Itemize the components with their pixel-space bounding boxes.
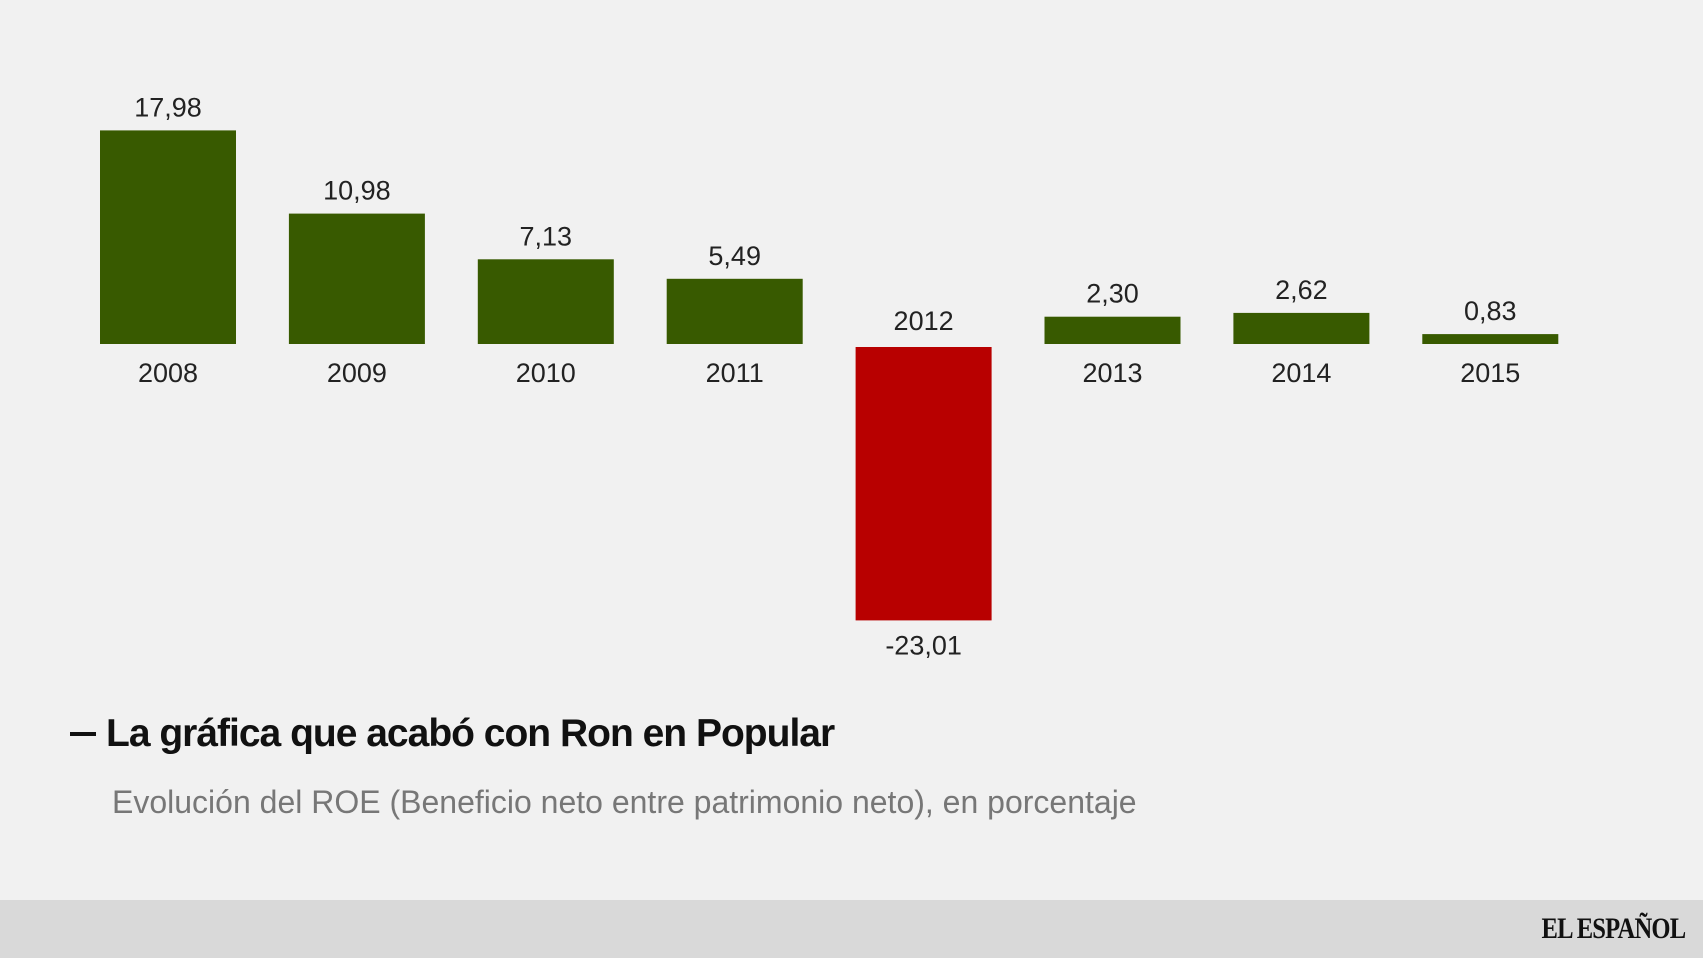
chart-title: La gráfica que acabó con Ron en Popular bbox=[106, 712, 835, 755]
value-label-2015: 0,83 bbox=[1464, 296, 1517, 326]
category-label-2009: 2009 bbox=[327, 358, 387, 388]
bar-chart: 17,98 2008 10,98 2009 7,13 2010 5,49 2011 -23,01… bbox=[100, 92, 1559, 660]
bar-2013 bbox=[1044, 316, 1181, 344]
title-dash bbox=[70, 732, 96, 736]
bar-2009 bbox=[288, 213, 425, 344]
chart-title-row: La gráfica que acabó con Ron en Popular bbox=[70, 712, 835, 756]
bar-2008 bbox=[100, 130, 236, 344]
category-label-2013: 2013 bbox=[1082, 358, 1142, 388]
category-label-2015: 2015 bbox=[1460, 358, 1520, 388]
chart-subtitle: Evolución del ROE (Beneficio neto entre … bbox=[112, 784, 1137, 820]
category-label-2012: 2012 bbox=[894, 306, 954, 336]
value-label-2008: 17,98 bbox=[134, 92, 202, 122]
value-label-2013: 2,30 bbox=[1086, 279, 1139, 309]
bar-2015 bbox=[1422, 334, 1559, 344]
brand-logo: EL ESPAÑOL bbox=[1541, 912, 1686, 945]
category-label-2011: 2011 bbox=[706, 358, 764, 388]
bar-2011 bbox=[666, 278, 803, 344]
value-label-2011: 5,49 bbox=[708, 241, 761, 271]
value-label-2009: 10,98 bbox=[323, 176, 391, 206]
bar-2010 bbox=[477, 259, 614, 344]
category-label-2014: 2014 bbox=[1271, 358, 1331, 388]
value-label-2014: 2,62 bbox=[1275, 275, 1328, 305]
value-label-2010: 7,13 bbox=[520, 221, 573, 251]
bar-2014 bbox=[1233, 312, 1370, 344]
footer-bar: EL ESPAÑOL bbox=[0, 900, 1703, 958]
value-label-2012: -23,01 bbox=[885, 630, 962, 660]
bar-2012 bbox=[855, 347, 992, 621]
category-label-2008: 2008 bbox=[138, 358, 198, 388]
category-label-2010: 2010 bbox=[516, 358, 576, 388]
